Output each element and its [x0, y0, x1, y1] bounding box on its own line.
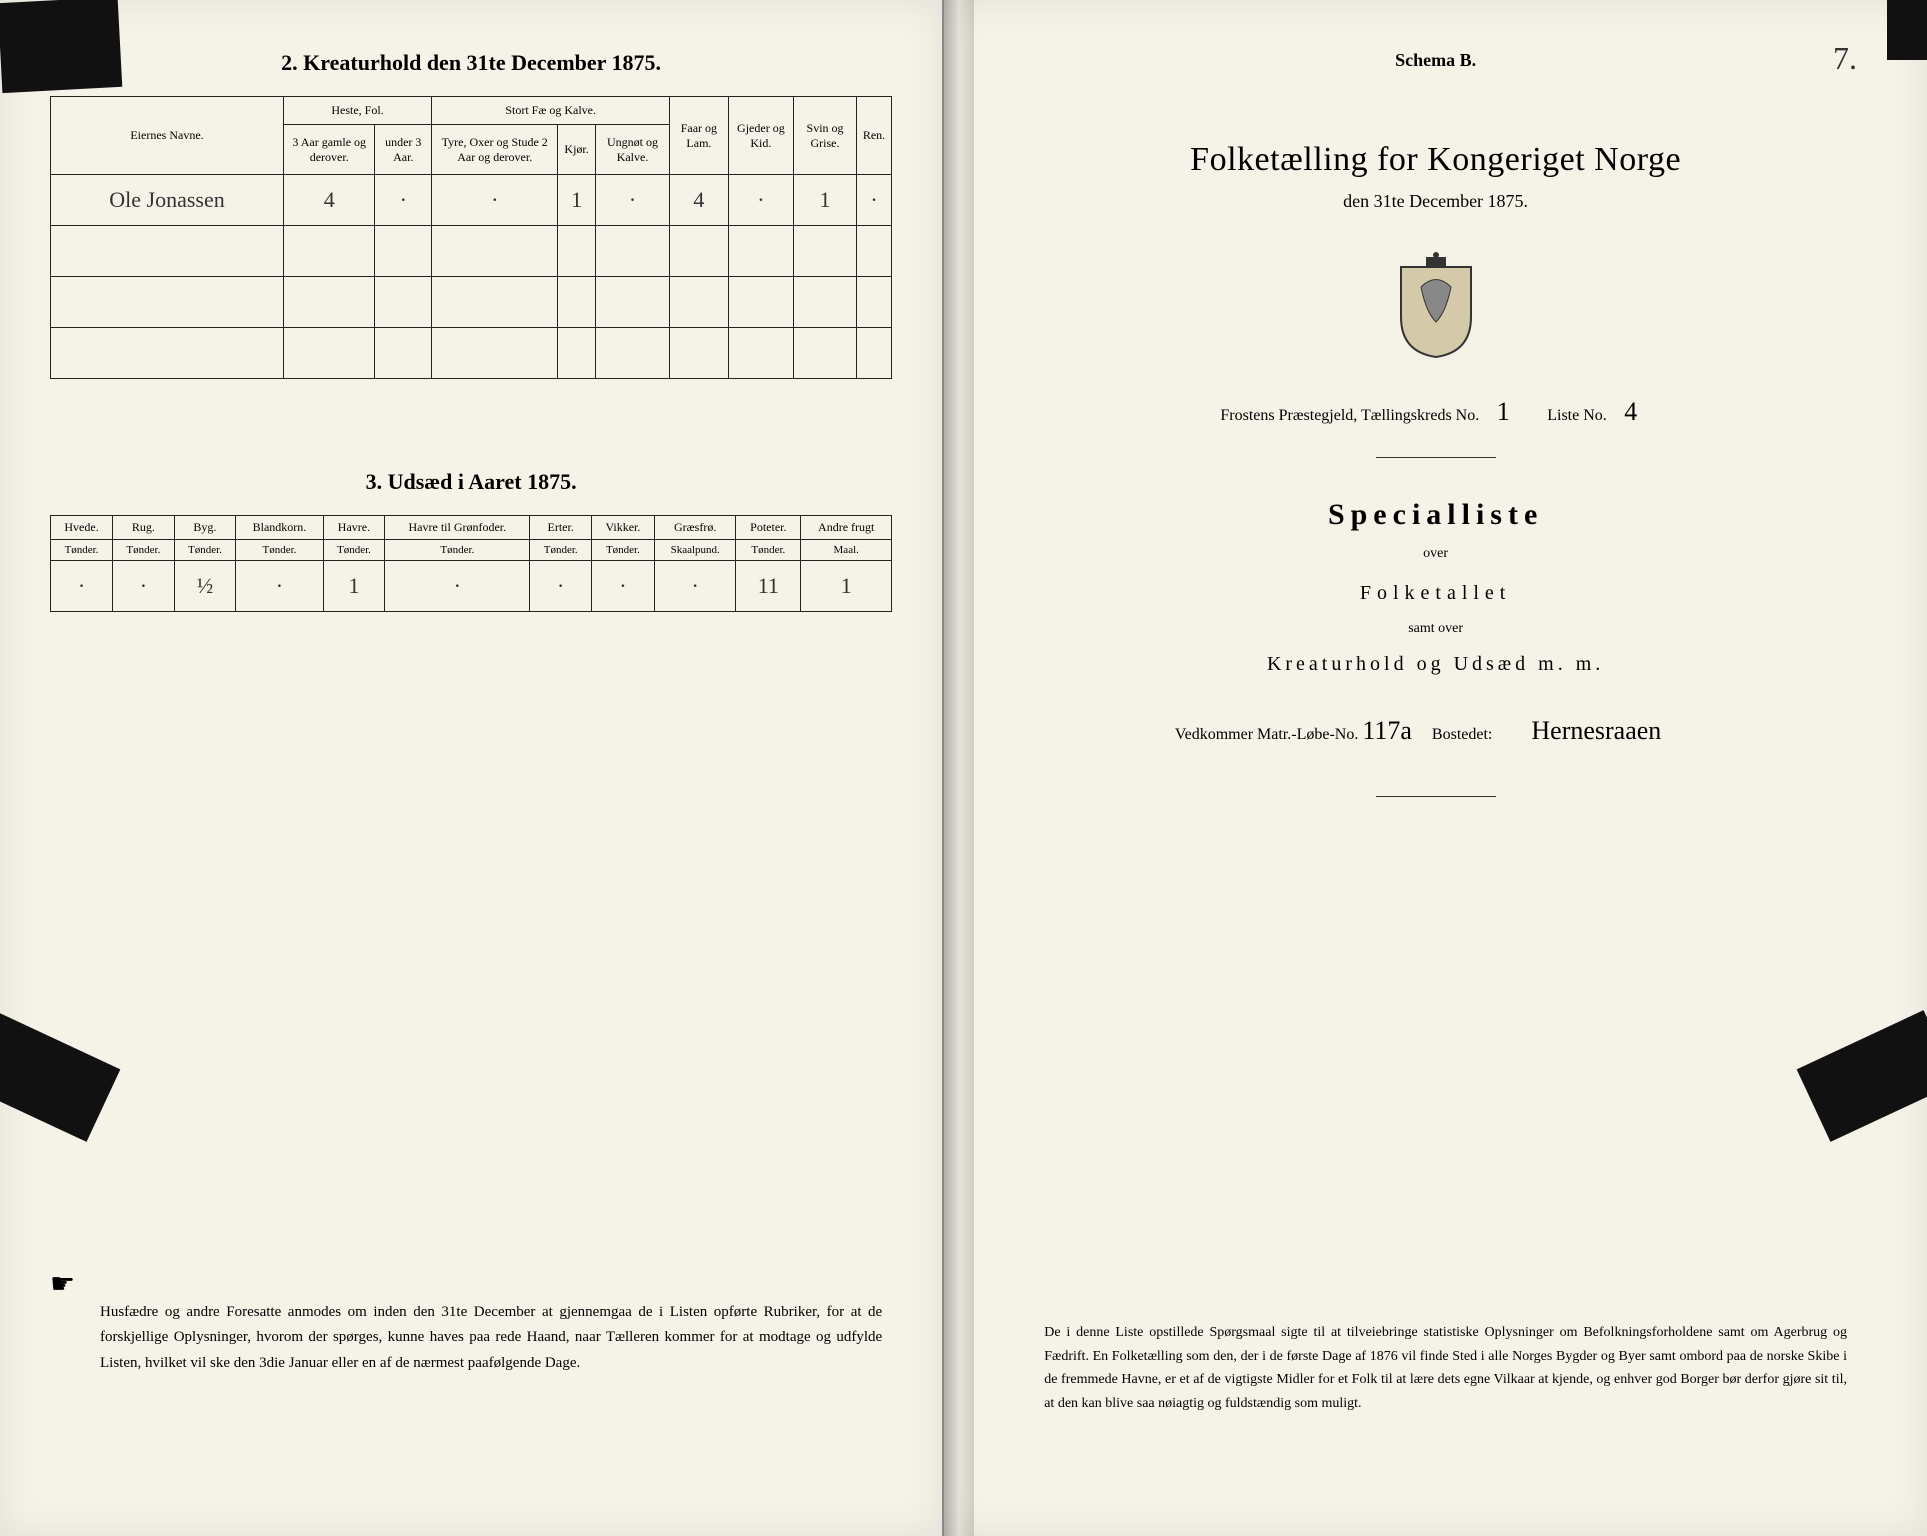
table-row: [51, 277, 892, 328]
col-cows: Kjør.: [558, 125, 595, 175]
folketallet-heading: Folketallet: [994, 582, 1877, 605]
seed-value: ·: [113, 561, 175, 612]
col-horses-under3: under 3 Aar.: [375, 125, 432, 175]
seed-col-unit: Tønder.: [530, 540, 592, 561]
over-label: over: [994, 546, 1877, 562]
kreatur-heading: Kreaturhold og Udsæd m. m.: [994, 653, 1877, 676]
seed-table: Hvede.Rug.Byg.Blandkorn.Havre.Havre til …: [50, 515, 892, 612]
seed-value: ·: [591, 561, 654, 612]
left-footer-text: Husfædre og andre Foresatte anmodes om i…: [100, 1300, 882, 1377]
specialliste-heading: Specialliste: [994, 498, 1877, 532]
table-row: [51, 226, 892, 277]
col-reindeer: Ren.: [856, 97, 891, 175]
seed-value: ·: [530, 561, 592, 612]
seed-col-unit: Tønder.: [113, 540, 175, 561]
seed-col-header: Erter.: [530, 516, 592, 540]
col-pigs: Svin og Grise.: [794, 97, 857, 175]
samt-label: samt over: [994, 621, 1877, 637]
seed-col-unit: Tønder.: [174, 540, 236, 561]
seed-value: ½: [174, 561, 236, 612]
left-page: 2. Kreaturhold den 31te December 1875. E…: [0, 0, 944, 1536]
seed-col-unit: Tønder.: [323, 540, 385, 561]
col-horses: Heste, Fol.: [284, 97, 432, 125]
col-owner-name: Eiernes Navne.: [51, 97, 284, 175]
seed-col-header: Byg.: [174, 516, 236, 540]
cell: 4: [284, 175, 375, 226]
seed-col-header: Hvede.: [51, 516, 113, 540]
seed-col-unit: Tønder.: [385, 540, 530, 561]
right-footer-text: De i denne Liste opstillede Spørgsmaal s…: [1044, 1321, 1847, 1416]
pointing-hand-icon: ☛: [50, 1267, 75, 1301]
matr-number: 117a: [1362, 716, 1412, 746]
page-number: 7.: [1833, 40, 1857, 77]
section-3-title: 3. Udsæd i Aaret 1875.: [50, 469, 892, 495]
coat-of-arms-icon: [994, 252, 1877, 367]
binder-clip: [1887, 0, 1927, 60]
livestock-table: Eiernes Navne. Heste, Fol. Stort Fæ og K…: [50, 96, 892, 379]
table-row: Ole Jonassen 4 · · 1 · 4 · 1 ·: [51, 175, 892, 226]
seed-value: ·: [385, 561, 530, 612]
cell: 4: [670, 175, 728, 226]
cell: 1: [794, 175, 857, 226]
seed-col-unit: Tønder.: [51, 540, 113, 561]
book-spine: [944, 0, 974, 1536]
section-2-title: 2. Kreaturhold den 31te December 1875.: [50, 50, 892, 76]
seed-col-header: Andre frugt: [801, 516, 892, 540]
right-page: 7. Schema B. Folketælling for Kongeriget…: [944, 0, 1927, 1536]
seed-col-unit: Maal.: [801, 540, 892, 561]
main-title: Folketælling for Kongeriget Norge: [994, 141, 1877, 179]
table-row: [51, 328, 892, 379]
col-cattle: Stort Fæ og Kalve.: [432, 97, 670, 125]
cell: ·: [856, 175, 891, 226]
cell: ·: [595, 175, 670, 226]
liste-label: Liste No.: [1547, 407, 1607, 424]
kreds-number: 1: [1483, 397, 1523, 427]
seed-col-unit: Tønder.: [736, 540, 801, 561]
seed-col-header: Blandkorn.: [236, 516, 323, 540]
seed-col-header: Græsfrø.: [654, 516, 736, 540]
seed-col-header: Poteter.: [736, 516, 801, 540]
liste-number: 4: [1611, 397, 1651, 427]
seed-col-unit: Tønder.: [236, 540, 323, 561]
seed-col-header: Vikker.: [591, 516, 654, 540]
col-sheep: Faar og Lam.: [670, 97, 728, 175]
divider: [1376, 457, 1496, 458]
seed-col-unit: Skaalpund.: [654, 540, 736, 561]
col-goats: Gjeder og Kid.: [728, 97, 794, 175]
parish-prefix: Frostens Præstegjeld, Tællingskreds No.: [1220, 407, 1479, 424]
col-calves: Ungnøt og Kalve.: [595, 125, 670, 175]
vedkommer-prefix: Vedkommer Matr.-Løbe-No.: [1175, 726, 1359, 743]
seed-value: 1: [323, 561, 385, 612]
cell: ·: [432, 175, 558, 226]
cell: ·: [728, 175, 794, 226]
schema-label: Schema B.: [994, 50, 1877, 71]
seed-value: ·: [51, 561, 113, 612]
bostedet-value: Hernesraaen: [1496, 716, 1696, 746]
matr-line: Vedkommer Matr.-Løbe-No. 117a Bostedet: …: [994, 716, 1877, 746]
divider: [1376, 796, 1496, 797]
col-horses-3yr: 3 Aar gamle og derover.: [284, 125, 375, 175]
binder-clip: [0, 0, 122, 93]
seed-value: ·: [236, 561, 323, 612]
cell: ·: [375, 175, 432, 226]
parish-line: Frostens Præstegjeld, Tællingskreds No. …: [994, 397, 1877, 427]
seed-col-unit: Tønder.: [591, 540, 654, 561]
bostedet-label: Bostedet:: [1432, 726, 1492, 743]
census-date: den 31te December 1875.: [994, 191, 1877, 212]
owner-name-value: Ole Jonassen: [51, 175, 284, 226]
seed-col-header: Havre.: [323, 516, 385, 540]
seed-value: 11: [736, 561, 801, 612]
seed-value: ·: [654, 561, 736, 612]
seed-value: 1: [801, 561, 892, 612]
seed-col-header: Havre til Grønfoder.: [385, 516, 530, 540]
seed-col-header: Rug.: [113, 516, 175, 540]
col-bulls: Tyre, Oxer og Stude 2 Aar og derover.: [432, 125, 558, 175]
cell: 1: [558, 175, 595, 226]
